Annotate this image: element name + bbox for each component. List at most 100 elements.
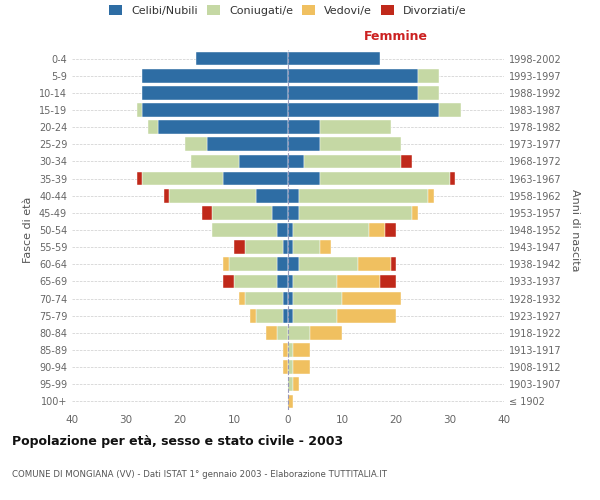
Bar: [288, 223, 293, 237]
Bar: [310, 326, 342, 340]
Bar: [288, 103, 439, 117]
Bar: [207, 138, 288, 151]
Bar: [288, 52, 380, 66]
Bar: [164, 189, 169, 202]
Bar: [277, 258, 288, 271]
Bar: [288, 378, 293, 391]
Bar: [283, 240, 288, 254]
Bar: [277, 274, 288, 288]
Bar: [391, 258, 396, 271]
Bar: [142, 172, 223, 185]
Bar: [293, 240, 320, 254]
Text: COMUNE DI MONGIANA (VV) - Dati ISTAT 1° gennaio 2003 - Elaborazione TUTTITALIA.I: COMUNE DI MONGIANA (VV) - Dati ISTAT 1° …: [12, 470, 387, 479]
Bar: [223, 258, 229, 271]
Bar: [169, 189, 256, 202]
Bar: [293, 223, 369, 237]
Bar: [342, 292, 401, 306]
Bar: [288, 69, 418, 82]
Bar: [320, 138, 401, 151]
Bar: [283, 292, 288, 306]
Bar: [212, 206, 272, 220]
Bar: [299, 189, 428, 202]
Bar: [191, 154, 239, 168]
Bar: [358, 258, 391, 271]
Bar: [256, 309, 283, 322]
Bar: [288, 292, 293, 306]
Bar: [385, 223, 396, 237]
Bar: [223, 274, 234, 288]
Bar: [369, 223, 385, 237]
Bar: [142, 69, 288, 82]
Bar: [299, 258, 358, 271]
Bar: [229, 258, 277, 271]
Bar: [288, 240, 293, 254]
Bar: [272, 206, 288, 220]
Bar: [288, 274, 293, 288]
Bar: [293, 360, 310, 374]
Bar: [293, 274, 337, 288]
Bar: [185, 138, 207, 151]
Bar: [288, 394, 293, 408]
Y-axis label: Anni di nascita: Anni di nascita: [570, 188, 580, 271]
Bar: [288, 172, 320, 185]
Bar: [202, 206, 212, 220]
Bar: [250, 309, 256, 322]
Bar: [239, 292, 245, 306]
Text: Popolazione per età, sesso e stato civile - 2003: Popolazione per età, sesso e stato civil…: [12, 435, 343, 448]
Bar: [299, 206, 412, 220]
Bar: [288, 86, 418, 100]
Bar: [380, 274, 396, 288]
Bar: [234, 274, 277, 288]
Bar: [256, 189, 288, 202]
Y-axis label: Fasce di età: Fasce di età: [23, 197, 33, 263]
Bar: [288, 360, 293, 374]
Bar: [234, 240, 245, 254]
Bar: [245, 240, 283, 254]
Bar: [212, 223, 277, 237]
Bar: [158, 120, 288, 134]
Bar: [304, 154, 401, 168]
Bar: [142, 86, 288, 100]
Bar: [412, 206, 418, 220]
Bar: [401, 154, 412, 168]
Bar: [288, 120, 320, 134]
Bar: [283, 309, 288, 322]
Bar: [337, 274, 380, 288]
Bar: [283, 343, 288, 357]
Bar: [320, 240, 331, 254]
Bar: [320, 120, 391, 134]
Bar: [277, 223, 288, 237]
Bar: [245, 292, 283, 306]
Bar: [223, 172, 288, 185]
Bar: [293, 378, 299, 391]
Bar: [137, 103, 142, 117]
Bar: [418, 86, 439, 100]
Bar: [137, 172, 142, 185]
Bar: [418, 69, 439, 82]
Bar: [288, 309, 293, 322]
Bar: [239, 154, 288, 168]
Bar: [288, 258, 299, 271]
Text: Femmine: Femmine: [364, 30, 428, 43]
Bar: [283, 360, 288, 374]
Bar: [439, 103, 461, 117]
Bar: [288, 343, 293, 357]
Bar: [142, 103, 288, 117]
Bar: [266, 326, 277, 340]
Bar: [277, 326, 288, 340]
Bar: [293, 292, 342, 306]
Legend: Celibi/Nubili, Coniugati/e, Vedovi/e, Divorziati/e: Celibi/Nubili, Coniugati/e, Vedovi/e, Di…: [109, 5, 467, 16]
Bar: [320, 172, 450, 185]
Bar: [337, 309, 396, 322]
Bar: [293, 343, 310, 357]
Bar: [196, 52, 288, 66]
Bar: [288, 138, 320, 151]
Bar: [450, 172, 455, 185]
Bar: [288, 206, 299, 220]
Bar: [288, 326, 310, 340]
Bar: [293, 309, 337, 322]
Bar: [428, 189, 434, 202]
Bar: [288, 189, 299, 202]
Bar: [288, 154, 304, 168]
Bar: [148, 120, 158, 134]
